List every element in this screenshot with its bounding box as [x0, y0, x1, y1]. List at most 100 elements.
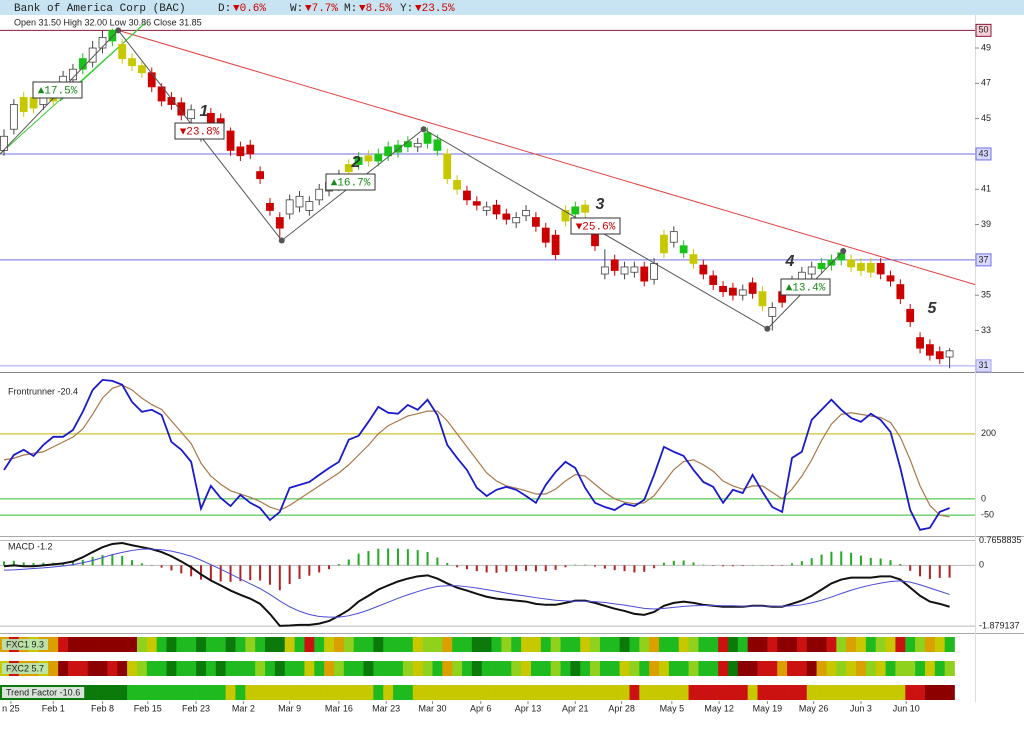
- heat-cell: [68, 661, 79, 676]
- wave-label: 2: [351, 154, 361, 171]
- histogram-bar: [397, 548, 399, 566]
- histogram-bar: [889, 560, 892, 566]
- candle-body: [660, 234, 668, 254]
- histogram-bar: [820, 554, 823, 566]
- heat-cell: [915, 637, 926, 652]
- x-tick-label: Apr 28: [608, 703, 635, 713]
- heat-cell: [235, 637, 246, 652]
- y-tick-label: 0: [979, 560, 984, 570]
- heat-cell: [619, 685, 630, 700]
- heat-cell: [718, 661, 729, 676]
- histogram-bar: [653, 565, 656, 569]
- heat-cell: [767, 637, 778, 652]
- histogram-bar: [239, 565, 242, 582]
- histogram-bar: [308, 565, 311, 576]
- annotation: ▼25.6%: [576, 221, 616, 233]
- indicator-line: [3, 384, 950, 518]
- y-tick-label: 0.7658835: [979, 535, 1022, 545]
- histogram-bar: [594, 565, 596, 567]
- histogram-bar: [426, 552, 429, 566]
- y-tick-label: 49: [981, 42, 991, 52]
- heat-cell: [304, 661, 315, 676]
- heat-cell: [186, 637, 197, 652]
- heat-cell: [895, 661, 906, 676]
- histogram-bar: [416, 550, 419, 566]
- change-label: M:: [344, 3, 357, 15]
- histogram-bar: [722, 565, 725, 567]
- heat-cell: [609, 661, 620, 676]
- candle-body: [630, 266, 639, 273]
- heat-cell: [58, 661, 69, 676]
- candle-body: [147, 72, 156, 88]
- heat-cell: [87, 661, 98, 676]
- histogram-bar: [781, 565, 784, 566]
- header-bar: [0, 0, 1024, 15]
- heat-cell: [659, 637, 670, 652]
- heat-cell: [806, 661, 817, 676]
- heat-cell: [836, 661, 847, 676]
- histogram-bar: [465, 565, 468, 570]
- heat-cell: [77, 661, 89, 676]
- heat-cell: [68, 637, 79, 652]
- heat-cell: [688, 661, 699, 676]
- pivot-dot: [115, 27, 122, 34]
- heat-cell: [156, 661, 167, 676]
- panel-title: Frontrunner -20.4: [8, 386, 78, 396]
- heat-cell: [442, 661, 453, 676]
- heat-cell: [97, 661, 108, 676]
- heat-cell: [412, 685, 423, 700]
- histogram-bar: [485, 565, 488, 573]
- heat-cell: [708, 661, 719, 676]
- pivot-dot: [278, 237, 285, 244]
- heat-cell: [373, 685, 384, 700]
- histogram-bar: [495, 565, 498, 573]
- heat-cell: [590, 685, 601, 700]
- x-tick-label: n 25: [2, 703, 20, 713]
- candle-body: [118, 44, 127, 60]
- candle-body: [275, 217, 284, 229]
- heat-cell: [540, 637, 551, 652]
- candle-body: [857, 263, 865, 271]
- candle-body: [128, 58, 136, 67]
- heat-cell: [324, 685, 335, 700]
- heat-cell: [87, 637, 98, 652]
- heat-cell: [915, 685, 926, 700]
- histogram-bar: [938, 565, 941, 578]
- heat-cell: [304, 685, 315, 700]
- candle-body: [709, 275, 718, 286]
- indicator-line: [3, 378, 950, 531]
- row-label: FXC2 5.7: [6, 663, 44, 673]
- candle-body: [266, 202, 274, 211]
- x-tick-label: Feb 23: [182, 703, 210, 713]
- x-tick-label: Jun 10: [893, 703, 920, 713]
- change-value: ▼7.7%: [305, 3, 338, 15]
- heat-cell: [462, 637, 473, 652]
- heat-cell: [846, 685, 857, 700]
- x-tick-label: Jun 3: [850, 703, 872, 713]
- wave-label: 5: [928, 300, 938, 317]
- histogram-bar: [367, 551, 370, 566]
- candle-body: [413, 142, 422, 148]
- histogram-bar: [328, 565, 331, 570]
- heat-cell: [826, 661, 837, 676]
- candle-body: [640, 266, 649, 282]
- row-label: Trend Factor -10.6: [6, 687, 80, 697]
- heat-cell: [668, 685, 680, 700]
- histogram-bar: [406, 549, 409, 566]
- change-label: D:: [218, 3, 231, 15]
- heat-cell: [560, 685, 571, 700]
- candle-body: [689, 254, 698, 264]
- heat-cell: [747, 637, 758, 652]
- heat-cell: [333, 685, 345, 700]
- histogram-bar: [623, 565, 626, 572]
- heat-cell: [629, 661, 640, 676]
- histogram-bar: [830, 551, 833, 566]
- heat-cell: [58, 637, 69, 652]
- heat-cell: [609, 685, 620, 700]
- heat-cell: [156, 685, 167, 700]
- heat-cell: [432, 637, 443, 652]
- histogram-bar: [702, 564, 705, 566]
- heat-cell: [77, 637, 89, 652]
